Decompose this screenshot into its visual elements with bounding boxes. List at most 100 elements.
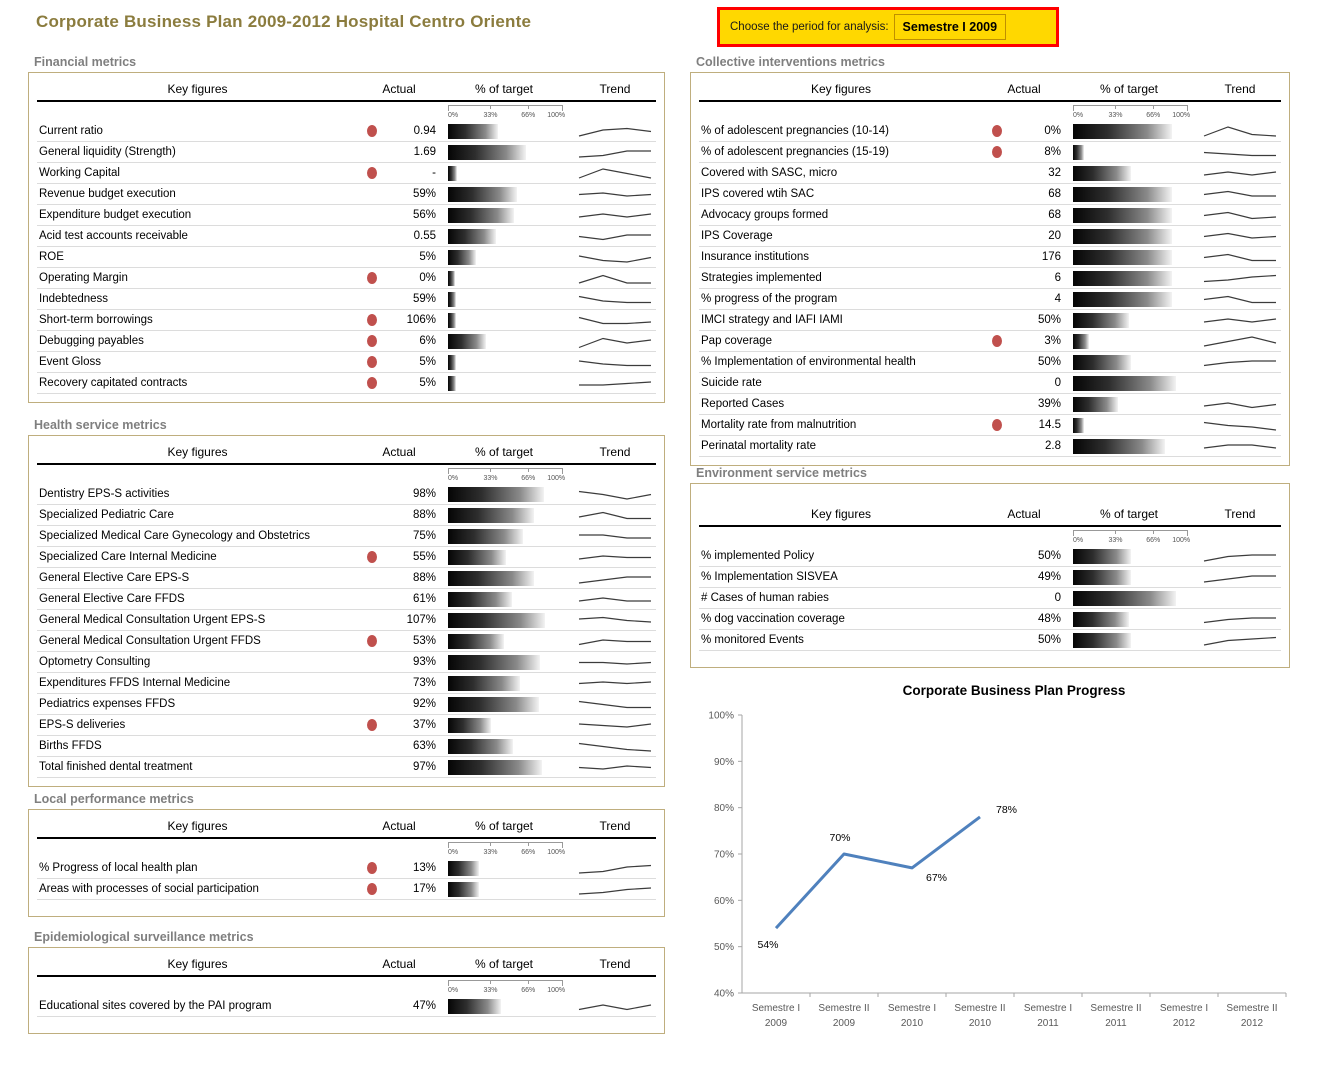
metric-label: Specialized Medical Care Gynecology and … bbox=[39, 530, 311, 542]
metric-row: IMCI strategy and IAFI IAMI 50% bbox=[699, 310, 1281, 331]
scale-label: 33% bbox=[1108, 537, 1123, 544]
metric-row: Perinatal mortality rate 2.8 bbox=[699, 436, 1281, 457]
metric-actual-value: 61% bbox=[412, 593, 436, 605]
column-header-trend: Trend bbox=[599, 819, 631, 833]
target-bar bbox=[448, 633, 504, 649]
target-bar-track bbox=[448, 591, 560, 607]
scale-tick bbox=[490, 468, 492, 472]
scale-line bbox=[448, 105, 562, 106]
trend-sparkline bbox=[578, 576, 651, 584]
target-bar bbox=[448, 998, 501, 1014]
metric-actual-value: 14.5 bbox=[1038, 419, 1061, 431]
target-bar bbox=[448, 270, 455, 286]
trend-cell bbox=[574, 164, 656, 182]
trend-sparkline bbox=[578, 337, 652, 349]
trend-cell bbox=[574, 506, 656, 524]
metric-row: # Cases of human rabies 0 bbox=[699, 588, 1281, 609]
metric-actual-value: 39% bbox=[1037, 398, 1061, 410]
metric-row: Suicide rate 0 bbox=[699, 373, 1281, 394]
metric-row: Reported Cases 39% bbox=[699, 394, 1281, 415]
target-bar bbox=[448, 528, 524, 544]
chart-title: Corporate Business Plan Progress bbox=[903, 683, 1126, 698]
target-bar-track bbox=[1073, 291, 1185, 307]
metric-row: General Elective Care EPS-S 88% bbox=[37, 568, 656, 589]
metric-row: Expenditure budget execution 56% bbox=[37, 205, 656, 226]
trend-sparkline bbox=[578, 864, 652, 874]
metric-actual-value: 50% bbox=[1037, 356, 1061, 368]
scale-tick bbox=[562, 980, 564, 986]
trend-cell bbox=[574, 880, 656, 898]
trend-sparkline bbox=[578, 511, 651, 520]
trend-cell bbox=[1199, 631, 1281, 649]
metric-row: % implemented Policy 50% bbox=[699, 546, 1281, 567]
trend-cell bbox=[574, 611, 656, 629]
metric-row: Advocacy groups formed 68 bbox=[699, 205, 1281, 226]
metric-label: General Elective Care FFDS bbox=[39, 593, 185, 605]
section-title: Collective interventions metrics bbox=[696, 55, 885, 69]
column-header-pct-target: % of target bbox=[1099, 507, 1159, 521]
metric-actual-value: 0% bbox=[1044, 125, 1061, 137]
metric-actual-value: 93% bbox=[412, 656, 436, 668]
metric-actual-value: 5% bbox=[419, 377, 436, 389]
metric-label: EPS-S deliveries bbox=[39, 719, 126, 731]
x-tick-label: Semestre I 2009 bbox=[752, 1003, 800, 1029]
scale-label: 33% bbox=[483, 987, 498, 994]
trend-sparkline bbox=[579, 661, 652, 665]
scale-ruler: 0% 33% 66% 100% bbox=[1073, 530, 1191, 545]
trend-cell bbox=[1199, 332, 1281, 350]
alert-dot-cell bbox=[358, 635, 386, 647]
trend-cell bbox=[574, 143, 656, 161]
metric-row: Operating Margin 0% bbox=[37, 268, 656, 289]
column-header-key-figures: Key figures bbox=[167, 82, 228, 96]
trend-sparkline bbox=[1203, 151, 1276, 157]
column-header-trend: Trend bbox=[1224, 507, 1256, 521]
trend-sparkline bbox=[578, 597, 651, 602]
scale-tick bbox=[562, 468, 564, 474]
metric-label: Specialized Pediatric Care bbox=[39, 509, 174, 521]
trend-sparkline bbox=[578, 681, 652, 685]
target-bar bbox=[448, 759, 543, 775]
target-bar-track bbox=[448, 228, 560, 244]
metric-label: General Medical Consultation Urgent FFDS bbox=[39, 635, 261, 647]
target-bar-track bbox=[448, 570, 560, 586]
column-header-pct-target: % of target bbox=[1099, 82, 1159, 96]
scale-line bbox=[448, 980, 562, 981]
metric-row: Pediatrics expenses FFDS 92% bbox=[37, 694, 656, 715]
scale-line bbox=[1073, 530, 1187, 531]
metric-actual-value: 17% bbox=[412, 883, 436, 895]
metric-row: Specialized Medical Care Gynecology and … bbox=[37, 526, 656, 547]
scale-label: 0% bbox=[1073, 112, 1084, 119]
scale-tick bbox=[1153, 530, 1155, 534]
target-bar-track bbox=[448, 312, 560, 328]
period-select[interactable]: Semestre I 2009 bbox=[893, 14, 1007, 40]
metric-row: Pap coverage 3% bbox=[699, 331, 1281, 352]
trend-sparkline bbox=[578, 316, 652, 325]
metric-row: IPS Coverage 20 bbox=[699, 226, 1281, 247]
column-header-trend: Trend bbox=[1224, 82, 1256, 96]
alert-dot-cell bbox=[358, 167, 386, 179]
scale-tick bbox=[448, 468, 449, 474]
trend-sparkline bbox=[578, 742, 652, 752]
metric-row: Total finished dental treatment 97% bbox=[37, 757, 656, 778]
alert-dot-icon bbox=[367, 551, 377, 563]
alert-dot-icon bbox=[367, 356, 377, 368]
trend-sparkline bbox=[1203, 444, 1277, 449]
x-tick-label: Semestre II 2009 bbox=[818, 1003, 869, 1029]
trend-sparkline bbox=[1203, 554, 1276, 562]
target-bar bbox=[1073, 291, 1172, 307]
scale-label: 0% bbox=[448, 987, 459, 994]
trend-cell bbox=[574, 527, 656, 545]
trend-sparkline bbox=[578, 639, 651, 646]
target-bar bbox=[1073, 438, 1165, 454]
trend-sparkline bbox=[578, 887, 652, 895]
metric-label: % Progress of local health plan bbox=[39, 862, 198, 874]
trend-cell bbox=[574, 290, 656, 308]
alert-dot-icon bbox=[367, 272, 377, 284]
target-bar bbox=[1073, 632, 1132, 648]
target-bar bbox=[448, 675, 520, 691]
target-bar-track bbox=[448, 123, 560, 139]
trend-sparkline bbox=[578, 150, 651, 158]
metric-actual-value: 37% bbox=[412, 719, 436, 731]
column-header-pct-target: % of target bbox=[474, 957, 534, 971]
